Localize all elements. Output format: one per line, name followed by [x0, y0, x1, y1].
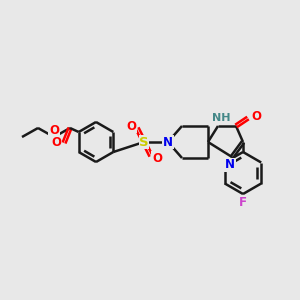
Text: NH: NH	[212, 113, 230, 123]
Text: N: N	[225, 158, 235, 172]
Text: N: N	[163, 136, 173, 148]
Text: F: F	[239, 196, 247, 209]
Text: S: S	[139, 136, 149, 148]
Text: O: O	[152, 152, 162, 164]
Text: O: O	[51, 136, 61, 148]
Text: O: O	[251, 110, 261, 122]
Text: O: O	[126, 119, 136, 133]
Text: O: O	[49, 124, 59, 137]
